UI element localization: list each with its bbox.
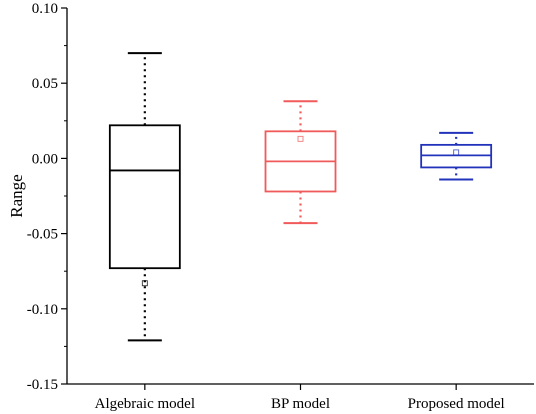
box-proposed-model: [420, 131, 493, 181]
boxes: [108, 52, 493, 342]
y-tick-label: 0.00: [32, 151, 58, 167]
box-algebraic-model: [108, 52, 181, 342]
mean-marker: [453, 149, 460, 156]
mean-marker: [297, 135, 304, 142]
x-category-label: BP model: [271, 396, 330, 412]
box-bp-model: [264, 100, 337, 225]
x-category-label: Algebraic model: [95, 396, 195, 412]
y-tick-label: 0.05: [32, 76, 58, 92]
mean-marker: [141, 280, 148, 287]
y-tick-label: 0.10: [32, 1, 58, 17]
x-category-label: Proposed model: [408, 396, 505, 412]
y-tick-label: -0.10: [27, 302, 58, 318]
iqr-box: [108, 124, 181, 270]
y-tick-label: -0.15: [27, 377, 58, 393]
y-axis: -0.15 -0.10 -0.05 0.00 0.05 0.10: [27, 1, 67, 393]
x-axis: Algebraic model BP model Proposed model: [95, 384, 505, 412]
y-axis-title: Range: [7, 174, 26, 217]
y-tick-label: -0.05: [27, 227, 58, 243]
plot-frame: [66, 8, 534, 385]
